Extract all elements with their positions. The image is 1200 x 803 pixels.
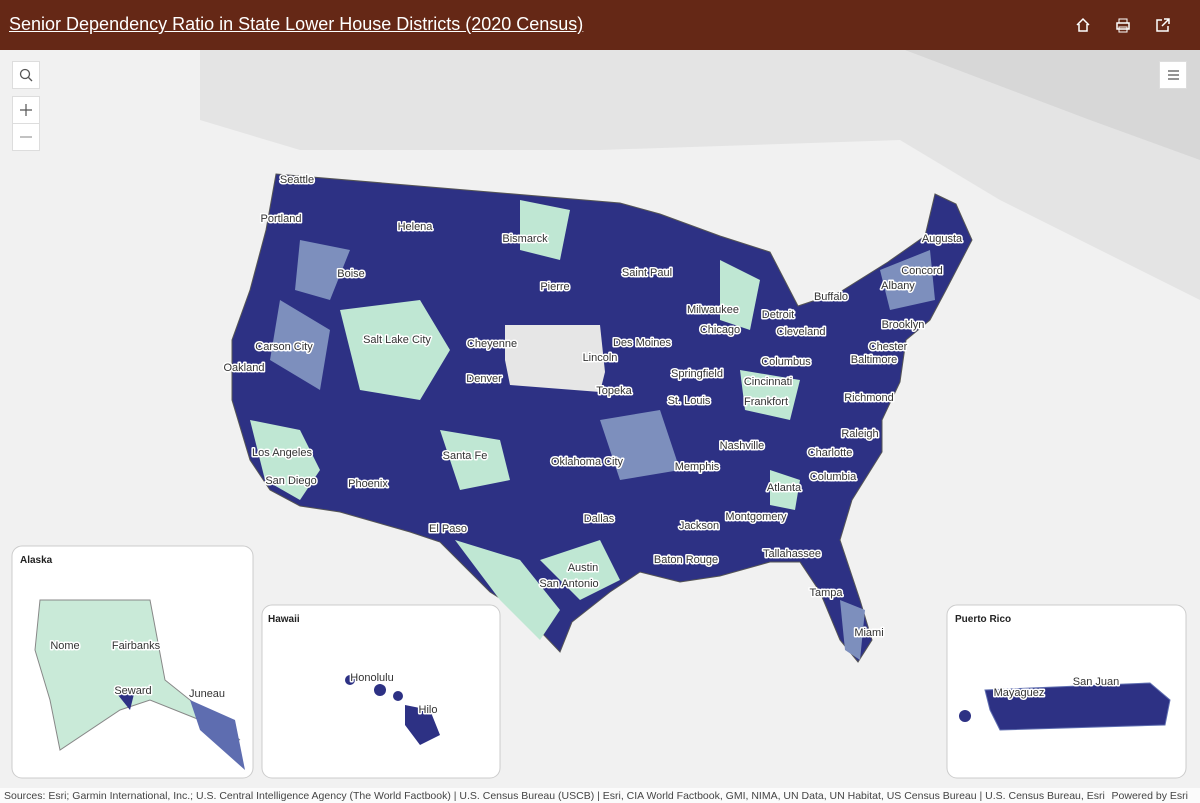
city-labels: Seattle Portland Helena Bismarck Boise Saint … <box>49 173 1121 718</box>
search-button[interactable] <box>12 61 40 89</box>
city-label: Baton Rouge <box>654 554 718 566</box>
city-label: Richmond <box>844 392 894 404</box>
city-label: Saint Paul <box>622 267 672 279</box>
home-button[interactable] <box>1074 16 1092 34</box>
city-label: Buffalo <box>814 291 848 303</box>
city-label: Fairbanks <box>112 640 161 652</box>
city-label: Salt Lake City <box>363 334 431 346</box>
hudson-bay <box>905 50 1200 160</box>
footer: Sources: Esri; Garmin International, Inc… <box>0 788 1200 803</box>
city-label: Phoenix <box>348 478 388 490</box>
city-label: Columbia <box>810 471 857 483</box>
city-label: Miami <box>854 627 883 639</box>
city-label: Santa Fe <box>443 450 488 462</box>
city-label: El Paso <box>429 523 467 535</box>
city-label: Tampa <box>809 587 843 599</box>
city-label: Charlotte <box>808 447 853 459</box>
city-label: Frankfort <box>744 396 788 408</box>
attribution: Sources: Esri; Garmin International, Inc… <box>4 790 1105 802</box>
city-label: San Antonio <box>539 578 598 590</box>
city-label: Cincinnati <box>744 376 792 388</box>
city-label: Honolulu <box>350 672 393 684</box>
print-button[interactable] <box>1114 16 1132 34</box>
city-label: Pierre <box>540 281 569 293</box>
header: Senior Dependency Ratio in State Lower H… <box>0 0 1200 50</box>
city-label: Boise <box>337 268 365 280</box>
hawaii-inset: Hawaii <box>261 604 501 779</box>
city-label: Columbus <box>761 356 811 368</box>
city-label: Topeka <box>596 385 632 397</box>
city-label: Carson City <box>255 341 313 353</box>
city-label: Concord <box>901 265 943 277</box>
city-label: Brooklyn <box>882 319 925 331</box>
city-label: Oakland <box>224 362 265 374</box>
city-label: Cheyenne <box>467 338 517 350</box>
city-label: Raleigh <box>841 428 878 440</box>
city-label: Augusta <box>922 233 963 245</box>
inset-title: Alaska <box>20 555 53 566</box>
zoom-out-button[interactable] <box>12 123 40 151</box>
city-label: Atlanta <box>767 482 802 494</box>
inset-title: Puerto Rico <box>955 614 1011 625</box>
city-label: Denver <box>466 373 502 385</box>
zoom-in-button[interactable] <box>12 96 40 124</box>
city-label: Montgomery <box>725 511 787 523</box>
mid-ratio-areas <box>270 240 935 660</box>
city-label: Des Moines <box>613 337 672 349</box>
city-label: Helena <box>398 221 434 233</box>
city-label: Baltimore <box>851 354 897 366</box>
layer-list-button[interactable] <box>1159 61 1187 89</box>
city-label: San Juan <box>1073 676 1119 688</box>
city-label: Austin <box>568 562 599 574</box>
city-label: Seattle <box>280 174 314 186</box>
inset-title: Hawaii <box>268 614 300 625</box>
puerto-rico-inset: Puerto Rico <box>946 604 1187 779</box>
city-label: Cleveland <box>777 326 826 338</box>
city-label: Portland <box>261 213 302 225</box>
canada <box>200 50 1200 300</box>
city-label: Chicago <box>700 324 740 336</box>
city-label: Juneau <box>189 688 225 700</box>
city-label: Albany <box>881 280 915 292</box>
city-label: Mayaguez <box>994 687 1045 699</box>
app-title: Senior Dependency Ratio in State Lower H… <box>9 14 584 34</box>
city-label: Seward <box>114 685 151 697</box>
alaska-inset: Alaska <box>11 545 254 779</box>
city-label: Springfield <box>671 368 723 380</box>
city-label: St. Louis <box>668 395 711 407</box>
city-label: Detroit <box>762 309 794 321</box>
powered-by: Powered by Esri <box>1111 790 1188 802</box>
city-label: Memphis <box>675 461 720 473</box>
city-label: Nome <box>50 640 79 652</box>
nebraska-no-data <box>505 325 605 392</box>
city-label: Nashville <box>720 440 765 452</box>
city-label: Tallahassee <box>763 548 821 560</box>
city-label: Dallas <box>584 513 615 525</box>
low-ratio-areas <box>250 200 800 640</box>
contiguous-us <box>231 173 973 663</box>
city-label: San Diego <box>265 475 316 487</box>
city-label: Milwaukee <box>687 304 739 316</box>
city-label: Los Angeles <box>252 447 312 459</box>
city-label: Hilo <box>419 704 438 716</box>
city-label: Jackson <box>679 520 719 532</box>
city-label: Chester <box>869 341 908 353</box>
share-button[interactable] <box>1154 16 1172 34</box>
city-label: Bismarck <box>502 233 548 245</box>
city-label: Oklahoma City <box>551 456 624 468</box>
city-label: Lincoln <box>583 352 618 364</box>
